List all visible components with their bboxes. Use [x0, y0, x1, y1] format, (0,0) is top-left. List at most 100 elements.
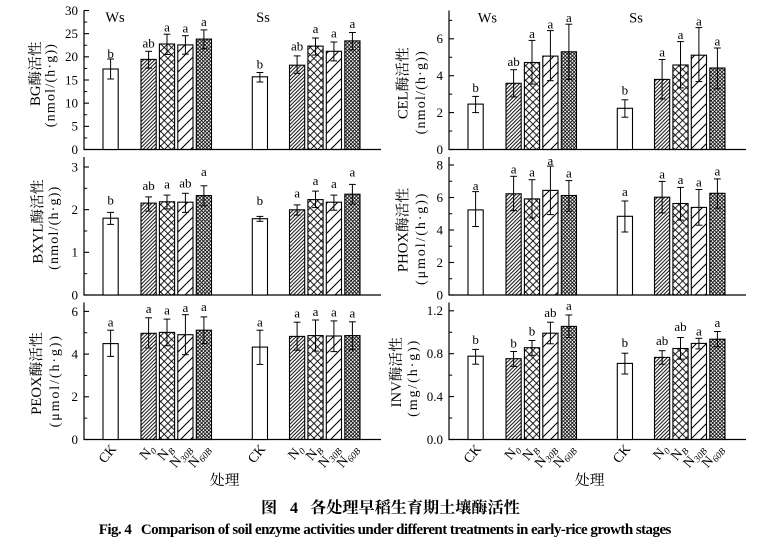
svg-text:4: 4 — [437, 68, 444, 83]
svg-text:0: 0 — [72, 287, 79, 302]
svg-text:15: 15 — [65, 72, 78, 87]
svg-text:8: 8 — [437, 157, 444, 172]
svg-text:PEOX: PEOX — [29, 376, 45, 415]
svg-text:a: a — [201, 164, 207, 179]
svg-text:a: a — [696, 323, 702, 338]
svg-text:a: a — [331, 176, 337, 191]
svg-text:a: a — [294, 306, 300, 321]
svg-text:b: b — [622, 335, 629, 350]
svg-text:a: a — [473, 178, 479, 193]
svg-text:2: 2 — [437, 105, 444, 120]
svg-text:ab: ab — [291, 39, 303, 54]
svg-text:2: 2 — [72, 202, 79, 217]
svg-text:INV: INV — [389, 381, 405, 407]
svg-text:b: b — [472, 80, 479, 95]
svg-text:a: a — [313, 21, 319, 36]
svg-text:a: a — [164, 177, 170, 192]
svg-text:0.4: 0.4 — [427, 389, 444, 404]
svg-text:a: a — [715, 315, 721, 330]
svg-text:ab: ab — [544, 305, 556, 320]
svg-text:a: a — [511, 161, 517, 176]
svg-text:a: a — [715, 163, 721, 178]
svg-text:a: a — [529, 26, 535, 41]
svg-text:a: a — [696, 175, 702, 190]
svg-text:BG: BG — [28, 85, 44, 106]
svg-text:0: 0 — [72, 432, 79, 447]
svg-text:a: a — [566, 166, 572, 181]
svg-text:b: b — [257, 193, 264, 208]
svg-text:a: a — [350, 306, 356, 321]
svg-text:Ws: Ws — [478, 11, 498, 27]
svg-text:b: b — [510, 336, 517, 351]
svg-text:(nmol/(h·g)): (nmol/(h·g)) — [414, 50, 429, 134]
svg-text:1.2: 1.2 — [427, 303, 443, 318]
svg-text:0.8: 0.8 — [427, 346, 443, 361]
svg-text:b: b — [529, 323, 536, 338]
svg-text:a: a — [350, 16, 356, 31]
svg-text:b: b — [107, 193, 114, 208]
svg-text:b: b — [622, 83, 629, 98]
svg-text:a: a — [566, 10, 572, 25]
svg-text:a: a — [313, 304, 319, 319]
svg-text:a: a — [529, 164, 535, 179]
svg-text:a: a — [566, 298, 572, 313]
svg-text:0.0: 0.0 — [427, 432, 443, 447]
svg-text:ab: ab — [507, 54, 519, 69]
svg-text:a: a — [183, 21, 189, 36]
svg-text:6: 6 — [437, 190, 444, 205]
svg-text:a: a — [659, 166, 665, 181]
svg-text:a: a — [622, 184, 628, 199]
svg-text:a: a — [313, 173, 319, 188]
svg-text:2: 2 — [72, 389, 79, 404]
svg-text:ab: ab — [179, 175, 191, 190]
svg-text:a: a — [331, 305, 337, 320]
svg-text:a: a — [201, 14, 207, 29]
svg-text:ab: ab — [656, 333, 668, 348]
svg-text:Ss: Ss — [256, 10, 270, 26]
svg-text:a: a — [350, 165, 356, 180]
svg-text:a: a — [201, 299, 207, 314]
svg-text:a: a — [678, 27, 684, 42]
svg-text:CEL: CEL — [396, 91, 412, 119]
svg-text:0: 0 — [437, 142, 444, 157]
svg-text:a: a — [164, 20, 170, 35]
svg-text:b: b — [472, 332, 479, 347]
svg-text:3: 3 — [72, 159, 79, 174]
svg-text:0: 0 — [437, 287, 444, 302]
svg-text:a: a — [331, 26, 337, 41]
svg-text:ab: ab — [674, 319, 686, 334]
svg-text:2: 2 — [437, 255, 444, 270]
svg-text:5: 5 — [72, 119, 79, 134]
svg-text:b: b — [257, 57, 264, 72]
svg-text:10: 10 — [65, 96, 78, 111]
svg-text:PHOX: PHOX — [396, 232, 412, 272]
svg-text:(μmol/(h·g)): (μmol/(h·g)) — [48, 334, 63, 427]
svg-text:a: a — [696, 13, 702, 28]
svg-text:b: b — [107, 46, 114, 61]
svg-text:(nmol/(h·g)): (nmol/(h·g)) — [47, 186, 62, 270]
svg-text:a: a — [659, 45, 665, 60]
svg-text:a: a — [678, 172, 684, 187]
svg-text:4: 4 — [72, 347, 79, 362]
svg-text:4: 4 — [437, 222, 444, 237]
svg-text:20: 20 — [65, 49, 78, 64]
svg-text:6: 6 — [437, 31, 444, 46]
svg-text:(mg/(h·g)): (mg/(h·g)) — [406, 339, 421, 417]
svg-text:a: a — [548, 153, 554, 168]
svg-text:BXYL: BXYL — [30, 224, 46, 264]
svg-text:a: a — [164, 302, 170, 317]
svg-text:(nmol/(h·g)): (nmol/(h·g)) — [44, 43, 59, 127]
svg-text:Ss: Ss — [629, 11, 643, 27]
svg-text:a: a — [257, 314, 263, 329]
svg-text:a: a — [548, 16, 554, 31]
svg-text:Fig. 4 Comparison of soil en: Fig. 4 Comparison of soil enzyme activit… — [99, 522, 672, 538]
svg-text:25: 25 — [65, 26, 78, 41]
svg-text:Ws: Ws — [105, 10, 125, 26]
svg-text:a: a — [183, 300, 189, 315]
svg-text:a: a — [108, 314, 114, 329]
svg-text:a: a — [294, 186, 300, 201]
svg-text:a: a — [715, 33, 721, 48]
svg-text:ab: ab — [142, 178, 154, 193]
svg-text:ab: ab — [142, 36, 154, 51]
svg-text:4: 4 — [290, 500, 298, 517]
